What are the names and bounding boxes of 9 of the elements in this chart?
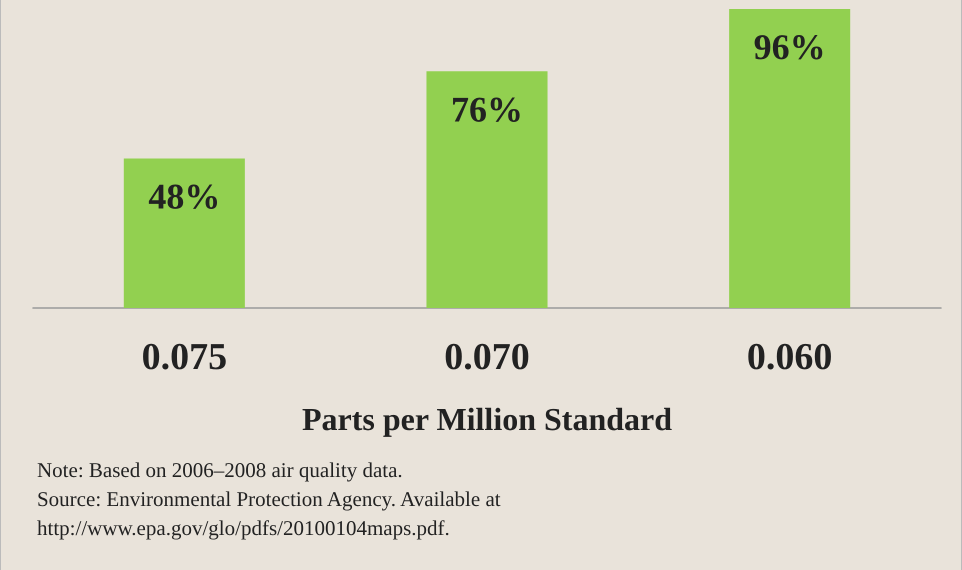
data-label: 96% bbox=[754, 27, 826, 67]
data-label: 48% bbox=[148, 176, 220, 216]
x-axis-title: Parts per Million Standard bbox=[302, 401, 672, 437]
source-note: Source: Environmental Protection Agency. Available at http://www.epa.gov/glo/pdfs/20100104maps.pdf. bbox=[37, 486, 502, 542]
data-label: 76% bbox=[451, 89, 523, 130]
text: Note: Based on 2006–2008 air quality data. bbox=[37, 457, 404, 484]
x-tick-label: 0.075 bbox=[142, 336, 228, 378]
x-tick-label: 0.060 bbox=[746, 336, 832, 378]
x-tick-label: 0.070 bbox=[444, 336, 530, 378]
